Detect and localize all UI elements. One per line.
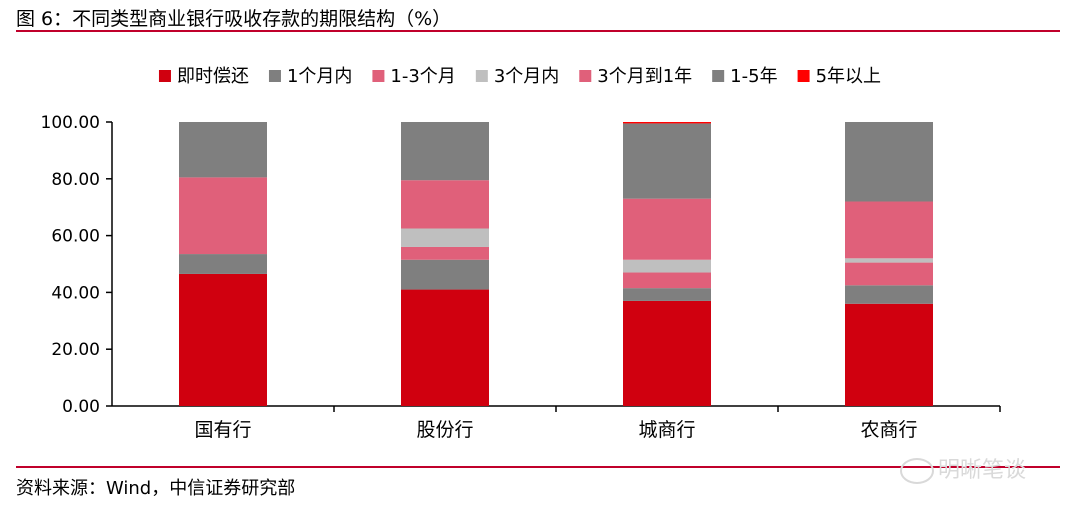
x-category-label: 国有行 bbox=[194, 419, 251, 441]
bar-segment bbox=[845, 201, 933, 259]
bar-segment bbox=[623, 288, 711, 301]
bar-segment bbox=[401, 180, 489, 229]
watermark: 明晰笔谈 bbox=[900, 452, 1026, 484]
bar-segment bbox=[401, 122, 489, 181]
bar-segment bbox=[179, 273, 267, 406]
bar-segment bbox=[845, 285, 933, 304]
legend-swatch bbox=[797, 70, 810, 82]
wechat-icon bbox=[900, 458, 934, 484]
x-category-label: 农商行 bbox=[860, 419, 917, 441]
legend-swatch bbox=[475, 70, 488, 82]
bar-segment bbox=[845, 262, 933, 286]
bar-segment bbox=[623, 300, 711, 406]
bar-segment bbox=[845, 258, 933, 263]
source-note: 资料来源：Wind，中信证券研究部 bbox=[16, 478, 296, 499]
legend-swatch bbox=[158, 70, 171, 82]
x-category-label: 股份行 bbox=[416, 419, 473, 441]
bar-segment bbox=[401, 246, 489, 260]
y-tick-label: 40.00 bbox=[51, 283, 100, 303]
legend-label: 1-5年 bbox=[730, 66, 777, 87]
bar-segment bbox=[845, 122, 933, 202]
bar-segment bbox=[623, 272, 711, 289]
y-tick-label: 100.00 bbox=[41, 113, 100, 133]
bar-segment bbox=[623, 198, 711, 260]
legend-label: 3个月到1年 bbox=[597, 66, 692, 87]
bar-segment bbox=[401, 259, 489, 290]
bar-segment bbox=[179, 177, 267, 255]
bar-segment bbox=[623, 123, 711, 199]
legend-swatch bbox=[712, 70, 725, 82]
y-tick-label: 80.00 bbox=[51, 170, 100, 190]
y-tick-label: 0.00 bbox=[62, 397, 100, 417]
bar-segment bbox=[623, 122, 711, 124]
legend-label: 5年以上 bbox=[816, 66, 881, 87]
legend-swatch bbox=[372, 70, 385, 82]
bar-segment bbox=[401, 228, 489, 247]
top-divider bbox=[16, 30, 1060, 32]
bar-segment bbox=[179, 122, 267, 178]
bottom-divider bbox=[16, 466, 1060, 468]
legend-swatch bbox=[268, 70, 281, 82]
chart-title: 图 6：不同类型商业银行吸收存款的期限结构（%） bbox=[16, 8, 452, 30]
legend-label: 1-3个月 bbox=[390, 66, 455, 87]
legend-label: 3个月内 bbox=[494, 66, 559, 87]
bar-segment bbox=[623, 259, 711, 273]
y-tick-label: 20.00 bbox=[51, 340, 100, 360]
y-tick-label: 60.00 bbox=[51, 227, 100, 247]
bar-segment bbox=[401, 289, 489, 406]
legend-swatch bbox=[579, 70, 592, 82]
watermark-text: 明晰笔谈 bbox=[938, 458, 1027, 483]
legend-label: 1个月内 bbox=[287, 66, 352, 87]
x-category-label: 城商行 bbox=[638, 419, 695, 441]
legend-label: 即时偿还 bbox=[177, 66, 249, 87]
stacked-bar-chart: 0.00 20.00 40.00 60.00 80.00 100.00 国有行 股份行 城商行 农… bbox=[41, 66, 1001, 441]
bar-segment bbox=[845, 303, 933, 406]
bar-segment bbox=[179, 254, 267, 274]
